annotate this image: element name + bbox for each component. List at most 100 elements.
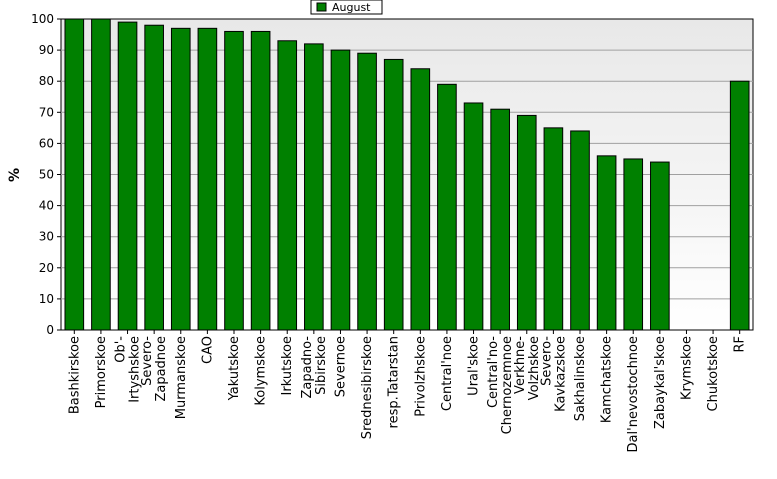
y-tick-label: 0 (46, 323, 54, 337)
bar-3 (144, 24, 164, 331)
bar-7 (250, 30, 271, 331)
x-tick-label-line: Murmanskoe (174, 336, 189, 419)
x-tick-label: Yakutskoe (227, 336, 242, 401)
y-tick-label: 80 (39, 74, 54, 88)
x-tick-label-line: Zapadno- (300, 336, 315, 399)
x-tick-label-line: Srednesibirskoe (360, 336, 375, 439)
x-tick-label-line: Kavkazskoe (553, 336, 568, 412)
bar-20 (596, 155, 617, 331)
bar-0 (64, 18, 85, 331)
x-tick-label-line: resp.Tatarstan (387, 336, 402, 428)
x-tick-label-line: Severo- (539, 336, 554, 386)
x-tick-label-line: Chernozemnoe (500, 336, 515, 434)
y-tick-label: 70 (39, 105, 54, 119)
x-tick-label-line: Primorskoe (94, 336, 109, 408)
x-tick-label-line: Kamchatskoe (600, 336, 615, 423)
y-tick-label: 60 (39, 136, 54, 150)
x-tick-label-line: Chukotskoe (706, 336, 721, 411)
x-tick-label: Severo-Kavkazskoe (539, 336, 568, 412)
x-tick-label: Central'no-Chernozemnoe (486, 336, 515, 435)
y-axis-title: % (7, 168, 23, 182)
y-tick-label: 30 (39, 230, 54, 244)
x-tick-label-line: Bashkirskoe (67, 336, 82, 414)
x-tick-label-line: Irkutskoe (280, 336, 295, 395)
bar-19 (570, 130, 590, 331)
bar-10 (330, 49, 351, 331)
y-axis-ticks: 0 10 20 30 40 50 60 70 80 90 100 (31, 12, 61, 337)
legend-label-august: August (332, 1, 371, 14)
legend: August (310, 0, 383, 15)
x-tick-label: CAO (200, 336, 215, 364)
bar-1 (91, 18, 111, 331)
x-tick-label-line: Severnoe (333, 336, 348, 397)
bar-9 (304, 43, 324, 331)
x-tick-label-line: Ob'- (114, 336, 129, 363)
bar-17 (516, 114, 537, 331)
x-tick-label: Murmanskoe (174, 336, 189, 419)
x-tick-label: Severo-Zapadnoe (140, 336, 169, 402)
bar-13 (410, 68, 431, 331)
x-tick-label: Dal'nevostochnoe (626, 336, 641, 452)
bar-4 (170, 27, 191, 331)
x-tick-label: Kolymskoe (254, 336, 269, 406)
y-tick-label: 50 (39, 168, 54, 182)
x-tick-label: Krymskoe (679, 336, 694, 400)
bar-11 (357, 52, 377, 331)
x-tick-label: Primorskoe (94, 336, 109, 408)
bar-21 (623, 158, 644, 331)
legend-swatch (316, 2, 327, 12)
bar-25 (729, 80, 750, 331)
x-tick-label-line: Dal'nevostochnoe (626, 336, 641, 452)
x-tick-label: Bashkirskoe (67, 336, 82, 414)
bar-22 (650, 161, 670, 331)
y-tick-label: 10 (39, 292, 54, 306)
x-tick-label: Kamchatskoe (600, 336, 615, 423)
x-tick-label-line: Yakutskoe (227, 336, 242, 401)
x-tick-label: Privolzhskoe (413, 336, 428, 417)
bar-14 (437, 83, 457, 331)
x-tick-label: RF (733, 336, 748, 353)
x-tick-label-line: Severo- (140, 336, 155, 386)
x-tick-label-line: CAO (200, 336, 215, 364)
bar-6 (224, 30, 244, 331)
x-tick-label: Severnoe (333, 336, 348, 397)
x-tick-label: Ob'-Irtyshskoe (114, 336, 143, 403)
bar-2 (117, 21, 138, 331)
legend-box (310, 0, 383, 15)
bar-16 (490, 108, 510, 331)
bar-18 (543, 127, 564, 331)
x-tick-label: Verkhne-Volzhskoe (513, 336, 542, 401)
x-tick-label-line: Irtyshskoe (128, 336, 143, 403)
y-tick-label: 40 (39, 199, 54, 213)
x-tick-label: Ural'skoe (467, 336, 482, 396)
x-tick-label-line: Central'no- (486, 336, 501, 408)
bars (64, 18, 750, 331)
x-tick-label: Sakhalinskoe (573, 336, 588, 421)
y-tick-label: 100 (31, 12, 54, 26)
x-tick-label: Zapadno-Sibirskoe (300, 336, 329, 399)
x-tick-label-line: Kolymskoe (254, 336, 269, 406)
x-tick-label: resp.Tatarstan (387, 336, 402, 428)
x-tick-label-line: Zapadnoe (154, 336, 169, 402)
x-tick-label-line: Sakhalinskoe (573, 336, 588, 421)
x-tick-label-line: Volzhskoe (527, 336, 542, 400)
bar-15 (463, 102, 484, 331)
x-tick-label: Central'noe (440, 336, 455, 411)
x-tick-label-line: Ural'skoe (467, 336, 482, 396)
x-tick-label-line: RF (733, 336, 748, 353)
x-tick-label: Chukotskoe (706, 336, 721, 411)
y-tick-label: 90 (39, 43, 54, 57)
x-tick-label: Srednesibirskoe (360, 336, 375, 439)
x-tick-label: Zabaykal'skoe (653, 336, 668, 429)
x-tick-label-line: Verkhne- (513, 336, 528, 394)
x-tick-label-line: Sibirskoe (314, 336, 329, 395)
bar-8 (277, 40, 298, 331)
bar-5 (197, 27, 218, 331)
y-tick-label: 20 (39, 261, 54, 275)
x-tick-label-line: Krymskoe (679, 336, 694, 400)
bar-12 (383, 58, 404, 331)
x-tick-label-line: Zabaykal'skoe (653, 336, 668, 429)
x-tick-label: Irkutskoe (280, 336, 295, 395)
x-tick-label-line: Privolzhskoe (413, 336, 428, 417)
